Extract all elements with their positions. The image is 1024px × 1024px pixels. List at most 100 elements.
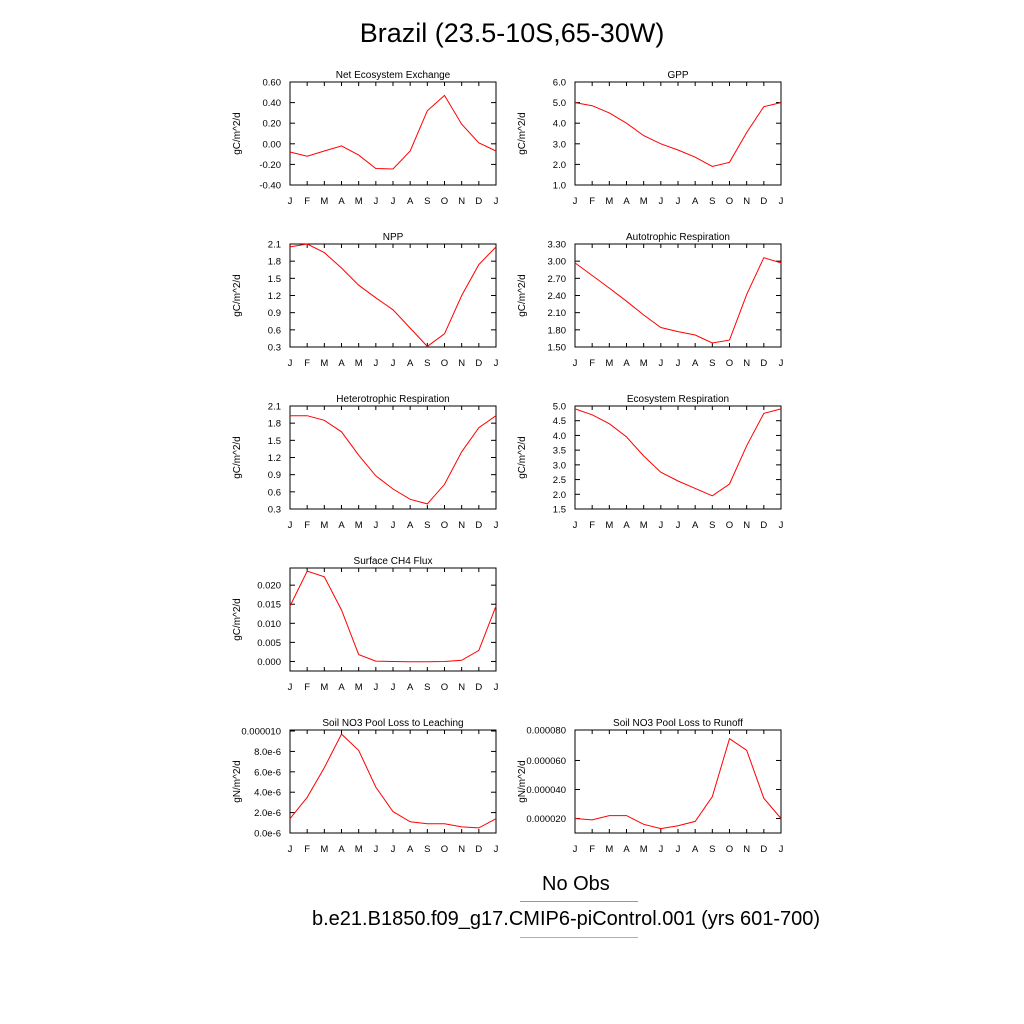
legend-label-obs: No Obs	[542, 873, 610, 895]
x-tick-label: J	[288, 196, 293, 207]
legend-line-obs	[520, 901, 638, 902]
x-tick-label: F	[589, 196, 595, 207]
x-tick-label: A	[692, 196, 699, 207]
x-tick-label: J	[391, 520, 396, 531]
x-tick-label: J	[288, 682, 293, 693]
y-tick-label: 0.20	[263, 119, 282, 130]
y-axis-label: gC/m^2/d	[232, 598, 243, 641]
y-tick-label: 1.2	[268, 453, 281, 464]
chart-title: GPP	[667, 70, 688, 81]
y-tick-label: 0.005	[257, 638, 281, 649]
y-axis-label: gC/m^2/d	[232, 112, 243, 155]
x-tick-label: M	[640, 844, 648, 855]
x-tick-label: N	[743, 520, 750, 531]
x-tick-label: S	[424, 520, 430, 531]
x-tick-label: J	[288, 844, 293, 855]
x-tick-label: A	[407, 358, 414, 369]
x-tick-label: F	[304, 682, 310, 693]
y-tick-label: 6.0e-6	[254, 767, 281, 778]
x-tick-label: A	[338, 196, 345, 207]
x-tick-label: O	[441, 520, 448, 531]
x-tick-label: N	[458, 844, 465, 855]
y-tick-label: 0.9	[268, 470, 281, 481]
y-tick-label: 0.9	[268, 308, 281, 319]
x-tick-label: O	[726, 358, 733, 369]
x-tick-label: J	[779, 358, 784, 369]
x-tick-label: M	[605, 844, 613, 855]
x-tick-label: O	[726, 196, 733, 207]
y-tick-label: 2.1	[268, 240, 281, 251]
y-tick-label: 3.30	[548, 240, 567, 251]
x-tick-label: M	[320, 358, 328, 369]
x-tick-label: F	[304, 358, 310, 369]
x-tick-label: N	[458, 520, 465, 531]
y-tick-label: 0.60	[263, 78, 282, 89]
x-tick-label: A	[623, 358, 630, 369]
series-line	[289, 570, 497, 663]
chart-title: Heterotrophic Respiration	[336, 394, 449, 405]
x-tick-label: J	[573, 844, 578, 855]
x-tick-label: J	[494, 358, 499, 369]
x-tick-label: D	[475, 682, 482, 693]
series-line	[290, 415, 497, 505]
x-tick-label: S	[424, 682, 430, 693]
y-tick-label: 1.5	[553, 505, 566, 516]
page-title: Brazil (23.5-10S,65-30W)	[359, 18, 665, 48]
x-tick-label: S	[424, 844, 430, 855]
y-tick-label: 4.0	[553, 119, 566, 130]
y-tick-label: 6.0	[553, 78, 566, 89]
x-tick-label: J	[288, 520, 293, 531]
legend-line-model	[520, 937, 638, 938]
x-tick-label: J	[391, 682, 396, 693]
x-tick-label: A	[407, 844, 414, 855]
x-tick-label: D	[475, 358, 482, 369]
y-tick-label: 0.6	[268, 325, 281, 336]
x-tick-label: J	[658, 520, 663, 531]
y-tick-label: 0.40	[263, 98, 282, 109]
x-tick-label: J	[676, 196, 681, 207]
x-tick-label: S	[424, 358, 430, 369]
x-tick-label: F	[589, 520, 595, 531]
chart-title: Soil NO3 Pool Loss to Leaching	[322, 718, 463, 729]
y-tick-label: 1.0	[553, 181, 566, 192]
x-tick-label: J	[658, 844, 663, 855]
x-tick-label: F	[304, 520, 310, 531]
x-tick-label: A	[407, 682, 414, 693]
x-tick-label: M	[640, 196, 648, 207]
x-tick-label: M	[320, 196, 328, 207]
x-tick-label: F	[304, 844, 310, 855]
x-tick-label: A	[623, 196, 630, 207]
x-tick-label: A	[338, 520, 345, 531]
x-tick-label: J	[573, 196, 578, 207]
x-tick-label: A	[407, 520, 414, 531]
x-tick-label: S	[709, 358, 715, 369]
series-line	[289, 243, 497, 348]
x-tick-label: S	[709, 520, 715, 531]
y-axis-label: gN/m^2/d	[232, 760, 243, 803]
x-tick-label: N	[743, 844, 750, 855]
y-tick-label: 4.5	[553, 416, 566, 427]
x-tick-label: D	[760, 358, 767, 369]
y-tick-label: 0.3	[268, 505, 281, 516]
plot-frame	[289, 405, 497, 510]
x-tick-label: A	[692, 358, 699, 369]
y-tick-label: 2.0	[553, 160, 566, 171]
x-tick-label: J	[658, 358, 663, 369]
x-tick-label: A	[692, 844, 699, 855]
y-tick-label: 1.50	[548, 343, 567, 354]
x-tick-label: J	[373, 844, 378, 855]
y-tick-label: 2.40	[548, 291, 567, 302]
x-tick-label: O	[441, 358, 448, 369]
x-tick-label: O	[441, 682, 448, 693]
y-tick-label: 2.1	[268, 402, 281, 413]
x-tick-label: F	[589, 844, 595, 855]
y-tick-label: 1.8	[268, 419, 281, 430]
series-line	[574, 408, 782, 497]
x-tick-label: J	[779, 196, 784, 207]
chart-title: Soil NO3 Pool Loss to Runoff	[613, 718, 743, 729]
x-tick-label: F	[589, 358, 595, 369]
y-tick-label: 0.000080	[526, 726, 566, 737]
x-tick-label: M	[355, 682, 363, 693]
y-axis-label: gC/m^2/d	[517, 436, 528, 479]
